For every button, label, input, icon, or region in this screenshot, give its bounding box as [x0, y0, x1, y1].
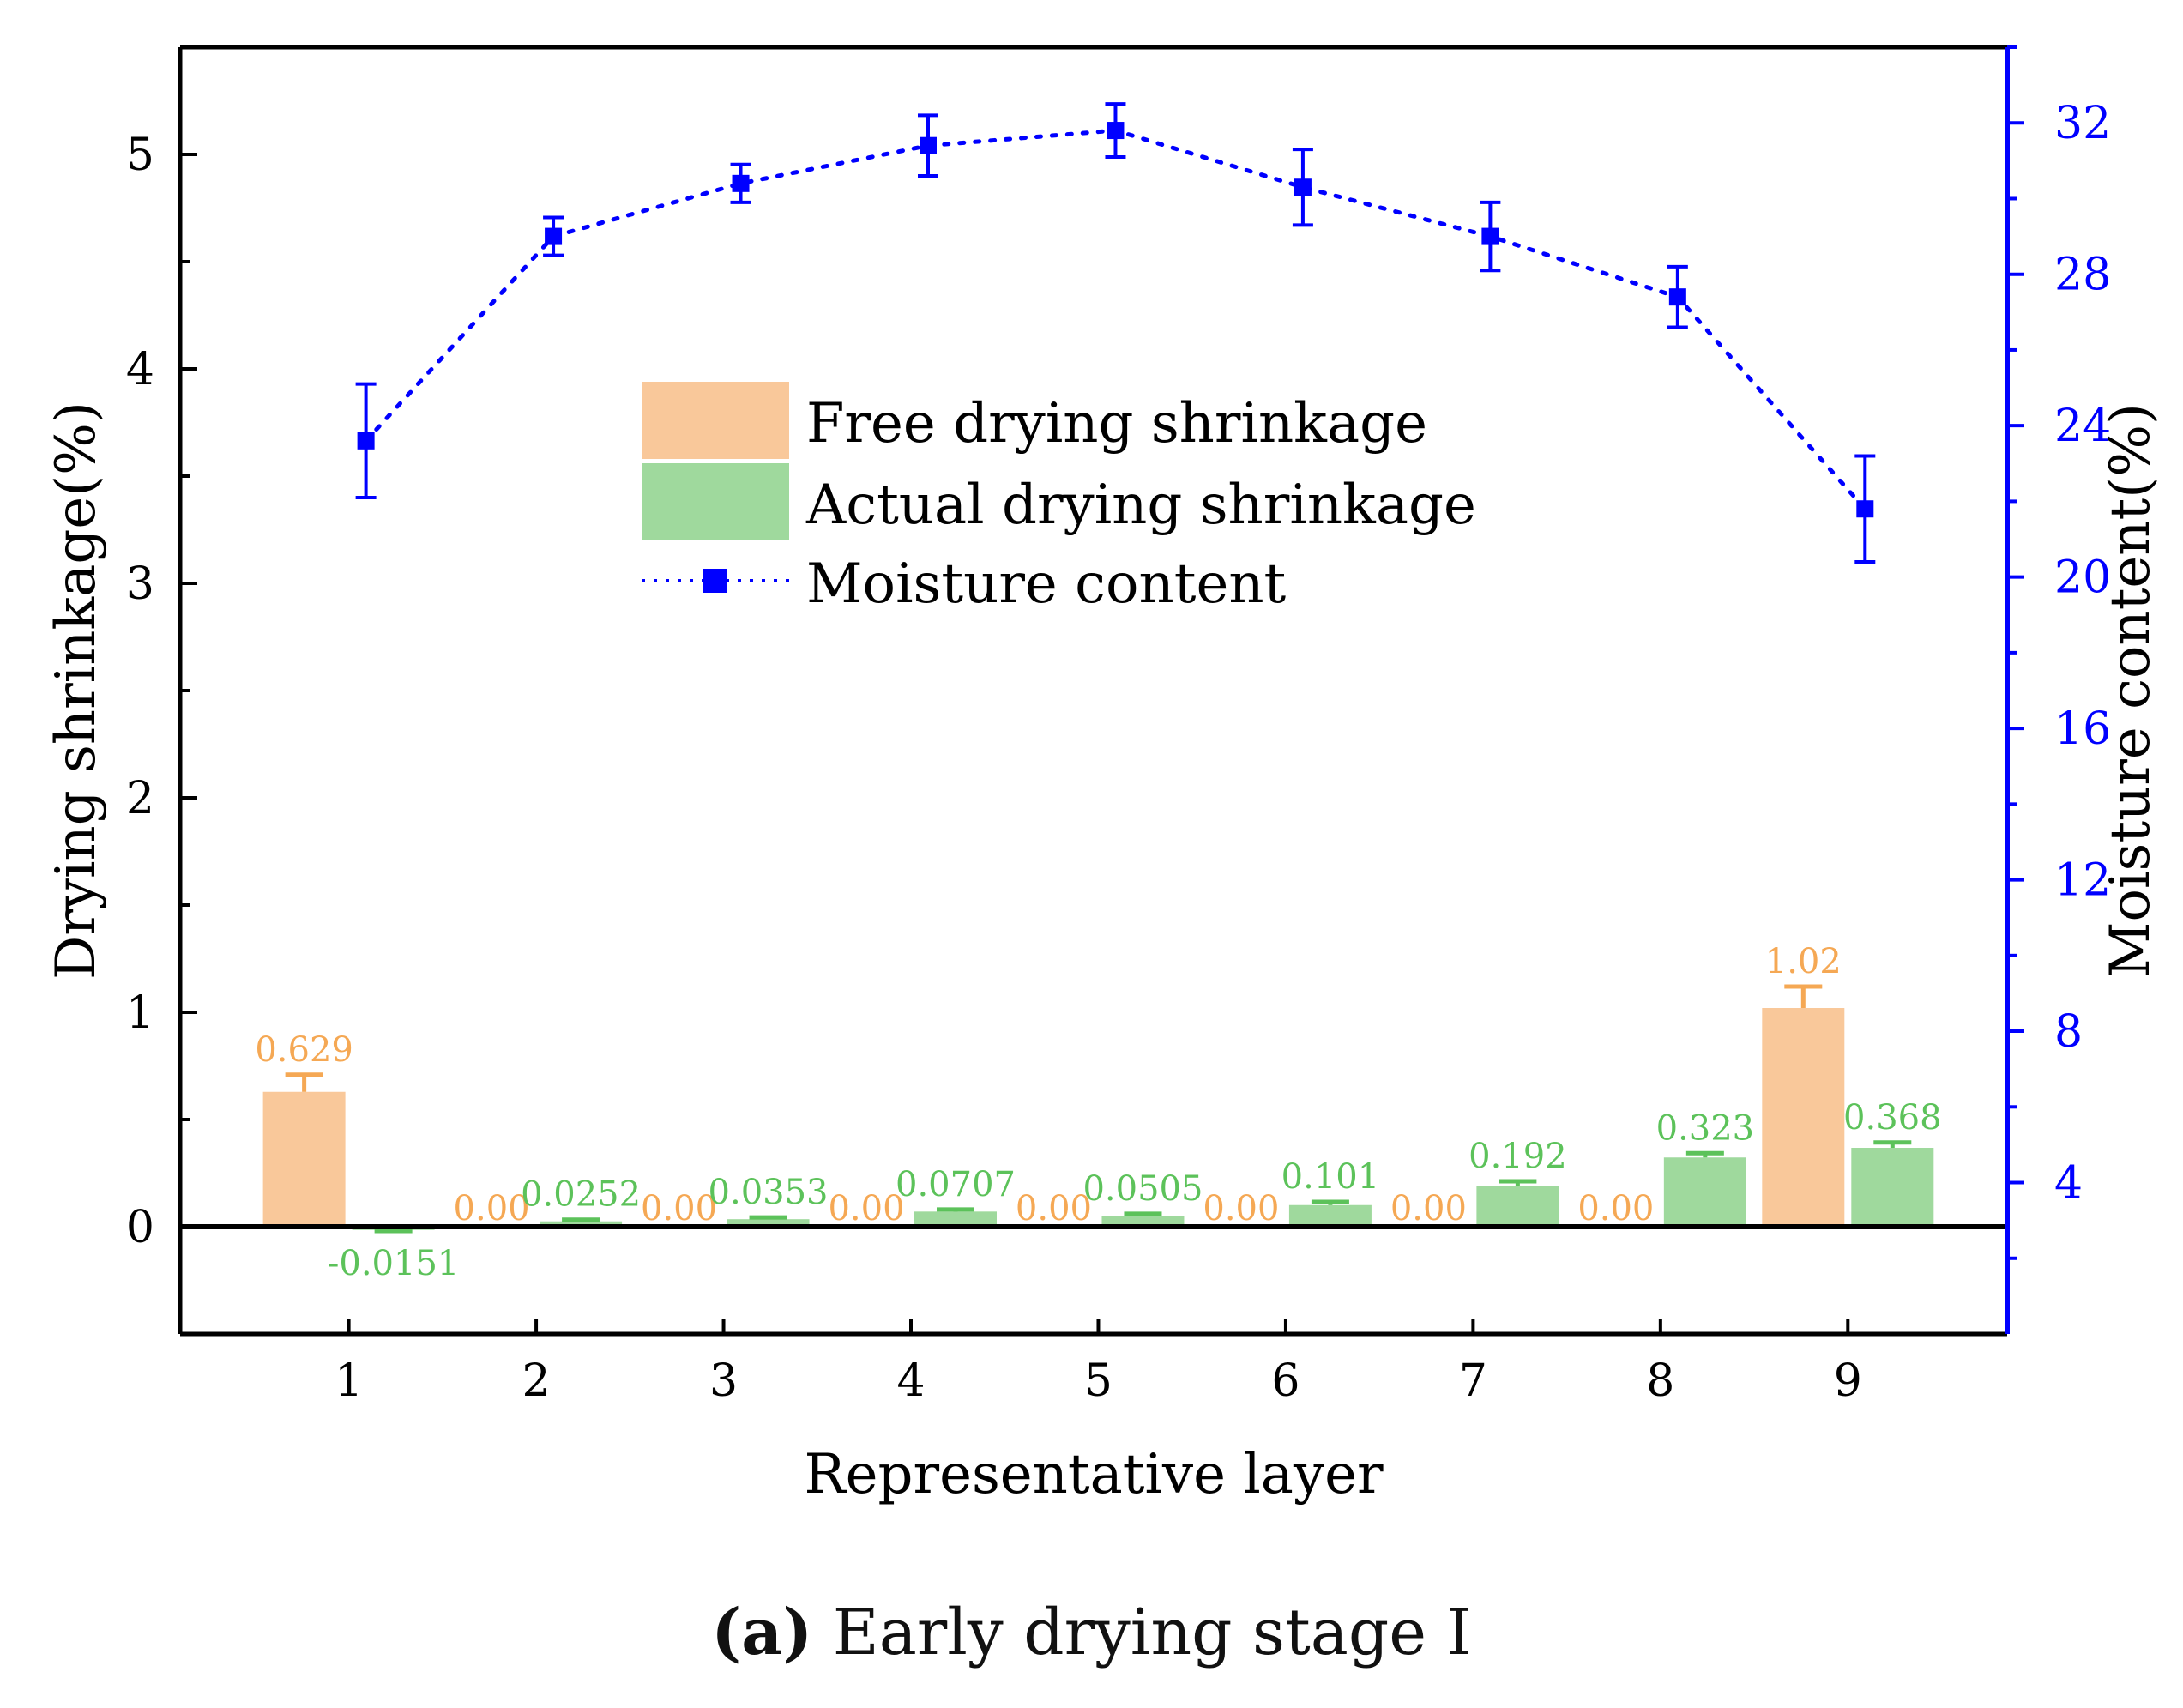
x-tick-label-4: 4: [896, 1355, 925, 1407]
bar-actual-7: [1476, 1186, 1559, 1227]
x-axis-title: Representative layer: [804, 1443, 1384, 1506]
y-tick-label-4: 4: [126, 344, 154, 395]
moisture-point-2: [545, 227, 563, 245]
data-label-free-4: 0.00: [828, 1189, 904, 1228]
data-label-actual-2: 0.0252: [521, 1175, 641, 1215]
y-right-tick-label-12: 12: [2054, 855, 2111, 907]
bar-actual-2: [540, 1221, 623, 1227]
x-tick-label-6: 6: [1271, 1355, 1300, 1407]
legend-swatch-moisture-marker: [703, 569, 727, 593]
legend: Free drying shrinkage Actual drying shrin…: [642, 382, 1476, 616]
bar-actual-6: [1288, 1204, 1372, 1227]
legend-label-free: Free drying shrinkage: [806, 392, 1427, 456]
bar-actual-9: [1851, 1148, 1934, 1227]
y-right-tick-label-8: 8: [2054, 1006, 2083, 1058]
y-tick-label-0: 0: [126, 1202, 154, 1253]
moisture-point-3: [732, 174, 750, 192]
bar-actual-3: [727, 1219, 810, 1227]
bar-free-9: [1762, 1008, 1845, 1227]
data-label-actual-4: 0.0707: [896, 1165, 1016, 1204]
legend-label-actual: Actual drying shrinkage: [805, 474, 1476, 537]
y-tick-label-3: 3: [126, 558, 154, 610]
moisture-point-9: [1856, 500, 1874, 518]
x-tick-label-3: 3: [709, 1355, 738, 1407]
x-tick-label-9: 9: [1834, 1355, 1862, 1407]
legend-swatch-actual: [642, 463, 789, 540]
bar-free-1: [262, 1091, 346, 1227]
data-label-actual-3: 0.0353: [709, 1173, 829, 1212]
y-right-tick-label-24: 24: [2054, 401, 2111, 452]
data-label-actual-5: 0.0505: [1082, 1169, 1203, 1209]
x-tick-label-8: 8: [1646, 1355, 1674, 1407]
caption-text: Early drying stage I: [812, 1596, 1472, 1669]
x-tick-label-7: 7: [1459, 1355, 1487, 1407]
data-label-actual-6: 0.101: [1281, 1157, 1380, 1197]
data-label-free-7: 0.00: [1390, 1189, 1467, 1228]
bar-actual-5: [1101, 1216, 1185, 1227]
x-tick-label-1: 1: [335, 1355, 363, 1407]
data-label-free-1: 0.629: [255, 1030, 353, 1070]
moisture-series-group: [355, 102, 1876, 564]
bar-actual-4: [914, 1211, 997, 1227]
y-right-tick-label-32: 32: [2054, 98, 2111, 149]
data-label-free-5: 0.00: [1016, 1189, 1092, 1228]
data-label-free-8: 0.00: [1577, 1189, 1654, 1228]
data-label-actual-8: 0.323: [1656, 1108, 1755, 1148]
legend-swatch-free: [642, 382, 789, 459]
data-label-actual-9: 0.368: [1843, 1098, 1942, 1138]
moisture-point-6: [1294, 178, 1312, 196]
legend-label-moisture: Moisture content: [806, 552, 1287, 616]
caption-label: (a): [711, 1596, 813, 1669]
y-tick-label-1: 1: [126, 987, 154, 1039]
y-tick-label-2: 2: [126, 773, 154, 824]
y-right-tick-label-28: 28: [2054, 250, 2111, 301]
moisture-point-4: [920, 136, 937, 154]
y-axis-title: Drying shrinkage(%): [45, 401, 108, 980]
data-label-free-2: 0.00: [454, 1189, 530, 1228]
y-tick-label-5: 5: [126, 130, 154, 181]
data-label-actual-7: 0.192: [1468, 1137, 1567, 1176]
y-right-tick-label-16: 16: [2054, 703, 2111, 755]
figure-caption: (a) Early drying stage I: [0, 1596, 2183, 1669]
data-label-actual-1: -0.0151: [328, 1244, 459, 1283]
data-label-free-6: 0.00: [1203, 1189, 1279, 1228]
moisture-point-7: [1481, 227, 1499, 245]
y-right-axis-title: Moisture content(%): [2099, 403, 2162, 978]
moisture-point-8: [1668, 288, 1686, 306]
x-tick-label-5: 5: [1084, 1355, 1113, 1407]
data-label-free-9: 1.02: [1765, 942, 1842, 981]
y-right-tick-label-4: 4: [2054, 1158, 2083, 1210]
x-tick-label-2: 2: [522, 1355, 551, 1407]
data-label-free-3: 0.00: [641, 1189, 717, 1228]
y-right-tick-label-20: 20: [2054, 552, 2111, 604]
moisture-point-5: [1107, 122, 1125, 140]
bar-actual-8: [1663, 1157, 1746, 1227]
moisture-point-1: [357, 432, 375, 450]
